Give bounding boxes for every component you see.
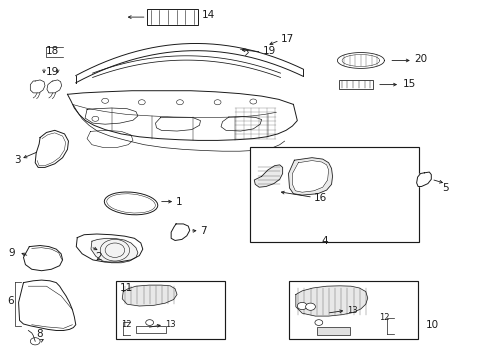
Polygon shape bbox=[35, 130, 68, 167]
Text: 20: 20 bbox=[414, 54, 427, 64]
Circle shape bbox=[305, 303, 315, 310]
Text: 14: 14 bbox=[202, 10, 215, 20]
Text: 8: 8 bbox=[37, 329, 43, 339]
Text: 4: 4 bbox=[321, 236, 328, 246]
Text: 12: 12 bbox=[378, 313, 388, 322]
Bar bbox=[316, 327, 349, 335]
Text: 10: 10 bbox=[425, 320, 438, 330]
Circle shape bbox=[297, 302, 306, 310]
Text: 5: 5 bbox=[442, 183, 448, 193]
Text: 13: 13 bbox=[164, 320, 175, 329]
Bar bbox=[136, 326, 166, 333]
Text: 6: 6 bbox=[7, 296, 14, 306]
Polygon shape bbox=[295, 286, 367, 316]
Polygon shape bbox=[288, 158, 332, 195]
Polygon shape bbox=[91, 238, 138, 263]
Polygon shape bbox=[122, 285, 177, 306]
Text: 9: 9 bbox=[9, 248, 16, 258]
Text: 18: 18 bbox=[46, 46, 60, 56]
Polygon shape bbox=[23, 246, 62, 271]
Polygon shape bbox=[416, 172, 430, 186]
Text: 16: 16 bbox=[313, 193, 326, 203]
Bar bbox=[289, 281, 417, 339]
Text: 3: 3 bbox=[14, 155, 20, 165]
Text: 11: 11 bbox=[120, 283, 133, 293]
Text: 12: 12 bbox=[121, 320, 131, 329]
Bar bbox=[116, 281, 224, 339]
Text: 13: 13 bbox=[346, 306, 357, 315]
Bar bbox=[250, 147, 418, 242]
Polygon shape bbox=[19, 280, 76, 330]
Text: 19: 19 bbox=[46, 67, 60, 77]
Polygon shape bbox=[292, 161, 328, 192]
Bar bbox=[146, 9, 198, 25]
Text: 1: 1 bbox=[176, 197, 183, 207]
Bar bbox=[338, 80, 372, 89]
Text: 17: 17 bbox=[281, 33, 294, 44]
Polygon shape bbox=[171, 224, 189, 240]
Polygon shape bbox=[76, 234, 142, 262]
Text: 7: 7 bbox=[200, 226, 207, 236]
Text: 2: 2 bbox=[95, 252, 102, 262]
Text: 15: 15 bbox=[402, 78, 415, 89]
Text: 19: 19 bbox=[263, 46, 276, 56]
Polygon shape bbox=[254, 165, 282, 187]
